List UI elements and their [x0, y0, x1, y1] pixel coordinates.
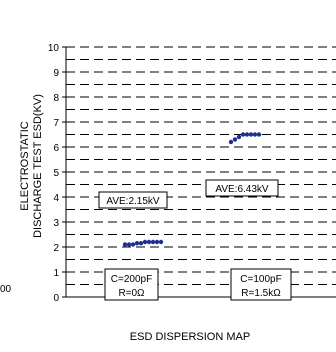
- data-point: [252, 132, 258, 137]
- data-point: [142, 239, 148, 245]
- y-axis-label-line1: ELECTROSTATIC: [19, 121, 31, 210]
- data-point: [126, 242, 132, 247]
- x-axis-label: ESD DISPERSION MAP: [130, 331, 250, 343]
- group-1: AVE:2.15kV C=200pF R=0Ω: [98, 191, 168, 301]
- data-point: [122, 242, 128, 247]
- data-points: [122, 132, 262, 247]
- side-label: 00: [0, 284, 12, 295]
- average-label: AVE:2.15kV: [106, 196, 160, 207]
- average-label-box: [205, 179, 279, 197]
- data-point: [146, 239, 152, 245]
- data-point: [134, 241, 140, 246]
- data-point: [248, 132, 254, 137]
- y-tick-label: 3: [53, 218, 59, 229]
- average-label-box: [98, 191, 168, 209]
- data-point: [150, 239, 156, 245]
- data-point: [158, 239, 164, 245]
- data-point: [236, 134, 242, 140]
- annotation-boxes: AVE:2.15kV C=200pF R=0Ω AVE:6.43kV C=100pF R=…: [98, 179, 292, 301]
- data-point: [154, 239, 160, 245]
- y-tick-label: 7: [53, 118, 59, 129]
- condition-box: [104, 268, 159, 301]
- average-label: AVE:6.43kV: [215, 184, 269, 195]
- y-tick-label: 5: [53, 168, 59, 179]
- data-point: [130, 242, 136, 247]
- data-point: [256, 132, 262, 137]
- data-point: [228, 139, 234, 145]
- data-point: [138, 241, 144, 246]
- y-tick-label: 9: [53, 68, 59, 79]
- y-axis-label-line2: DISCHARGE TEST ESD(KV): [32, 94, 44, 238]
- condition-capacitance: C=100pF: [240, 274, 281, 285]
- condition-resistance: R=0Ω: [118, 288, 145, 299]
- y-tick-label: 4: [53, 193, 59, 204]
- condition-resistance: R=1.5kΩ: [241, 288, 281, 299]
- data-point: [232, 137, 238, 142]
- group-2: AVE:6.43kV C=100pF R=1.5kΩ: [205, 179, 292, 301]
- y-tick-labels: 0 1 2 3 4 5 6 7 8 9 10: [48, 43, 60, 304]
- condition-box: [230, 268, 292, 301]
- condition-capacitance: C=200pF: [111, 274, 152, 285]
- y-tick-label: 10: [48, 43, 60, 54]
- data-point: [244, 132, 250, 137]
- y-tick-label: 1: [53, 268, 59, 279]
- y-tick-label: 6: [53, 143, 59, 154]
- data-point: [240, 132, 246, 137]
- y-tick-label: 0: [53, 293, 59, 304]
- gridlines: [66, 46, 336, 285]
- y-tick-label: 2: [53, 243, 59, 254]
- y-tick-label: 8: [53, 93, 59, 104]
